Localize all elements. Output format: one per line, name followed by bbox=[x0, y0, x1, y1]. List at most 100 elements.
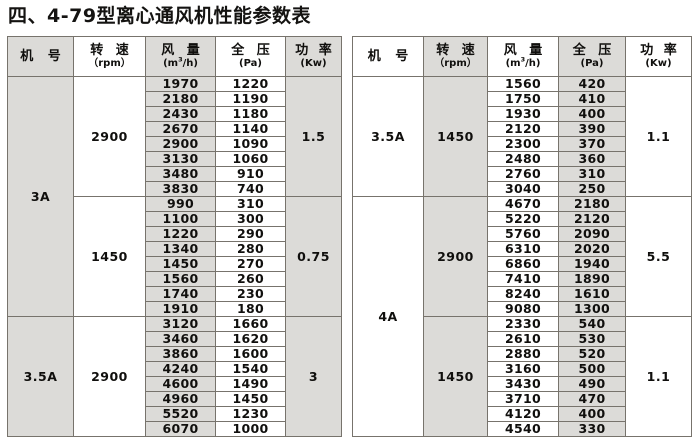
table-row: 3480 910 bbox=[8, 166, 342, 182]
cell-model: 3.5A bbox=[352, 76, 424, 197]
cell-pressure: 400 bbox=[558, 406, 626, 422]
cell-flow: 3830 bbox=[145, 181, 216, 197]
header-speed-unit: （rpm） bbox=[434, 57, 477, 69]
cell-flow: 1560 bbox=[145, 271, 216, 287]
cell-power: 5.5 bbox=[625, 196, 692, 317]
cell-flow: 8240 bbox=[487, 286, 559, 302]
header-power: 功 率 (Kw) bbox=[285, 36, 342, 77]
cell-flow: 9080 bbox=[487, 301, 559, 317]
cell-flow: 1740 bbox=[145, 286, 216, 302]
cell-pressure: 2120 bbox=[558, 211, 626, 227]
table-row: 3860 1600 bbox=[8, 346, 342, 362]
table-row: 1930 400 bbox=[353, 106, 692, 122]
table-row: 7410 1890 bbox=[353, 271, 692, 287]
cell-flow: 7410 bbox=[487, 271, 559, 287]
table-row: 3710 470 bbox=[353, 391, 692, 407]
cell-speed: 2900 bbox=[423, 196, 488, 317]
cell-pressure: 280 bbox=[215, 241, 286, 257]
cell-pressure: 180 bbox=[215, 301, 286, 317]
cell-flow: 2180 bbox=[145, 91, 216, 107]
table-row: 2880 520 bbox=[353, 346, 692, 362]
cell-flow: 2610 bbox=[487, 331, 559, 347]
cell-pressure: 530 bbox=[558, 331, 626, 347]
table-row: 3460 1620 bbox=[8, 331, 342, 347]
cell-model: 4A bbox=[352, 196, 424, 437]
table-row: 1340 280 bbox=[8, 241, 342, 257]
cell-pressure: 1230 bbox=[215, 406, 286, 422]
cell-flow: 5760 bbox=[487, 226, 559, 242]
performance-table-left: 机 号 转 速 （rpm） 风 量 (m3/h) 全 压 (Pa) 功 率 (K… bbox=[7, 36, 342, 437]
table-row: 4960 1450 bbox=[8, 391, 342, 407]
cell-flow: 6860 bbox=[487, 256, 559, 272]
cell-power: 0.75 bbox=[285, 196, 342, 317]
cell-pressure: 1090 bbox=[215, 136, 286, 152]
cell-flow: 1220 bbox=[145, 226, 216, 242]
table-header-left: 机 号 转 速 （rpm） 风 量 (m3/h) 全 压 (Pa) 功 率 (K… bbox=[7, 36, 342, 77]
cell-pressure: 290 bbox=[215, 226, 286, 242]
header-model: 机 号 bbox=[352, 36, 424, 77]
cell-pressure: 1660 bbox=[215, 316, 286, 332]
cell-power: 3 bbox=[285, 316, 342, 437]
table-row: 1750 410 bbox=[353, 91, 692, 107]
cell-flow: 4670 bbox=[487, 196, 559, 212]
table-row: 1740 230 bbox=[8, 286, 342, 302]
header-speed-label: 转 速 bbox=[436, 42, 479, 58]
cell-flow: 1100 bbox=[145, 211, 216, 227]
table-row: 1450 270 bbox=[8, 256, 342, 272]
table-row: 2180 1190 bbox=[8, 91, 342, 107]
cell-flow: 2300 bbox=[487, 136, 559, 152]
table-row: 2670 1140 bbox=[8, 121, 342, 137]
cell-pressure: 2090 bbox=[558, 226, 626, 242]
header-pressure: 全 压 (Pa) bbox=[558, 36, 626, 77]
cell-flow: 5520 bbox=[145, 406, 216, 422]
cell-power: 1.1 bbox=[625, 76, 692, 197]
table-row: 6860 1940 bbox=[353, 256, 692, 272]
cell-flow: 1560 bbox=[487, 76, 559, 92]
cell-pressure: 910 bbox=[215, 166, 286, 182]
cell-pressure: 390 bbox=[558, 121, 626, 137]
cell-power: 1.1 bbox=[625, 316, 692, 437]
header-flow: 风 量 (m3/h) bbox=[145, 36, 216, 77]
table-body-right: 3.5A 1450 1560 420 1.1 1750 410 1930 400 2120 390 2… bbox=[352, 76, 692, 437]
table-row: 2900 1090 bbox=[8, 136, 342, 152]
page-title: 四、4-79型离心通风机性能参数表 bbox=[8, 5, 312, 27]
cell-flow: 4240 bbox=[145, 361, 216, 377]
table-row: 1220 290 bbox=[8, 226, 342, 242]
header-model: 机 号 bbox=[7, 36, 74, 77]
table-row: 3.5A 1450 1560 420 1.1 bbox=[352, 76, 692, 197]
table-row: 3160 500 bbox=[353, 361, 692, 377]
cell-pressure: 310 bbox=[215, 196, 286, 212]
cell-pressure: 2180 bbox=[558, 196, 626, 212]
cell-pressure: 2020 bbox=[558, 241, 626, 257]
cell-flow: 6310 bbox=[487, 241, 559, 257]
table-row: 2480 360 bbox=[353, 151, 692, 167]
cell-speed: 1450 bbox=[423, 76, 488, 197]
cell-pressure: 1190 bbox=[215, 91, 286, 107]
cell-flow: 2900 bbox=[145, 136, 216, 152]
cell-pressure: 1610 bbox=[558, 286, 626, 302]
table-row: 3A 2900 1970 1220 1.5 bbox=[7, 76, 342, 317]
cell-flow: 1450 bbox=[145, 256, 216, 272]
cell-flow: 4540 bbox=[487, 421, 559, 437]
table-row: 6310 2020 bbox=[353, 241, 692, 257]
performance-table-right: 机 号 转 速 （rpm） 风 量 (m3/h) 全 压 (Pa) 功 率 (K… bbox=[352, 36, 692, 437]
cell-pressure: 740 bbox=[215, 181, 286, 197]
header-flow-label: 风 量 bbox=[503, 42, 547, 58]
header-speed: 转 速 （rpm） bbox=[73, 36, 146, 77]
cell-pressure: 1300 bbox=[558, 301, 626, 317]
cell-pressure: 230 bbox=[215, 286, 286, 302]
cell-flow: 6070 bbox=[145, 421, 216, 437]
header-model-label: 机 号 bbox=[367, 48, 414, 64]
cell-flow: 2430 bbox=[145, 106, 216, 122]
cell-flow: 4120 bbox=[487, 406, 559, 422]
cell-speed: 2900 bbox=[73, 76, 146, 197]
cell-pressure: 1000 bbox=[215, 421, 286, 437]
cell-pressure: 300 bbox=[215, 211, 286, 227]
cell-flow: 3460 bbox=[145, 331, 216, 347]
header-flow-unit: (m3/h) bbox=[163, 55, 198, 69]
cell-model: 3.5A bbox=[7, 316, 74, 437]
table-row: 2430 1180 bbox=[8, 106, 342, 122]
table-row: 8240 1610 bbox=[353, 286, 692, 302]
cell-pressure: 370 bbox=[558, 136, 626, 152]
header-speed-unit: （rpm） bbox=[88, 57, 131, 69]
